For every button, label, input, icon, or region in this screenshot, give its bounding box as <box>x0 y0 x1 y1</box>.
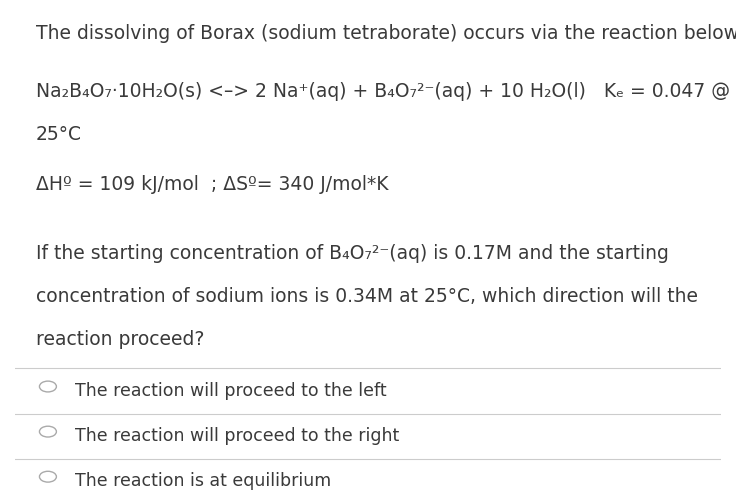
Text: 25°C: 25°C <box>36 125 82 144</box>
Text: reaction proceed?: reaction proceed? <box>36 330 205 349</box>
Text: concentration of sodium ions is 0.34M at 25°C, which direction will the: concentration of sodium ions is 0.34M at… <box>36 288 698 306</box>
Text: The dissolving of Borax (sodium tetraborate) occurs via the reaction below: The dissolving of Borax (sodium tetrabor… <box>36 24 736 43</box>
Text: The reaction will proceed to the left: The reaction will proceed to the left <box>75 382 386 400</box>
Text: ΔHº = 109 kJ/mol  ; ΔSº= 340 J/mol*K: ΔHº = 109 kJ/mol ; ΔSº= 340 J/mol*K <box>36 175 389 193</box>
Text: The reaction is at equilibrium: The reaction is at equilibrium <box>75 472 331 490</box>
Text: If the starting concentration of B₄O₇²⁻(aq) is 0.17M and the starting: If the starting concentration of B₄O₇²⁻(… <box>36 244 669 264</box>
Text: Na₂B₄O₇·10H₂O(s) <–> 2 Na⁺(aq) + B₄O₇²⁻(aq) + 10 H₂O(l)   Kₑ = 0.047 @: Na₂B₄O₇·10H₂O(s) <–> 2 Na⁺(aq) + B₄O₇²⁻(… <box>36 82 730 101</box>
Text: The reaction will proceed to the right: The reaction will proceed to the right <box>75 427 399 445</box>
